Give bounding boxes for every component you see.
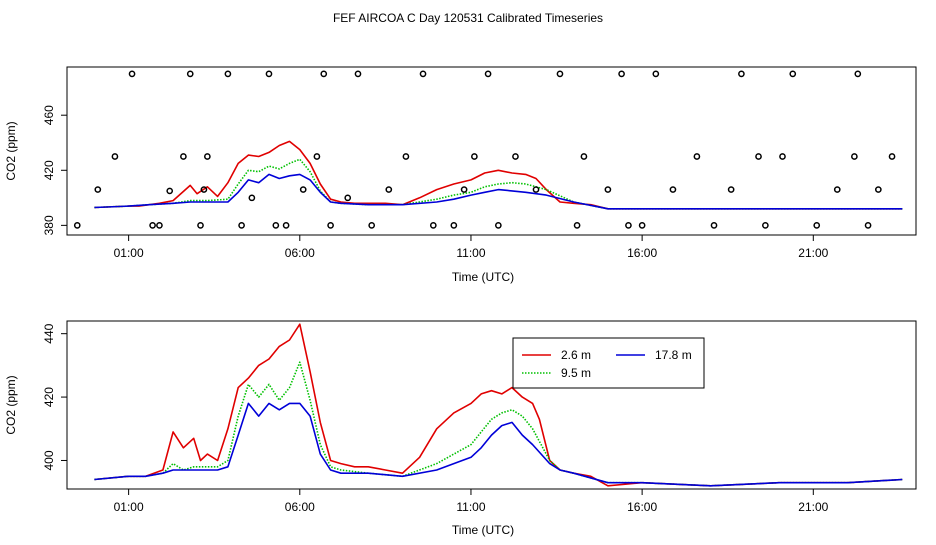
top-data-point <box>638 222 646 229</box>
bottom-series-17-8-m <box>94 402 903 487</box>
top-data-point <box>556 70 564 78</box>
top-data-point <box>874 186 882 193</box>
top-data-point <box>710 222 718 229</box>
top-x-tick-label: 11:00 <box>456 246 485 260</box>
top-data-point <box>532 186 540 193</box>
top-data-point <box>854 70 862 78</box>
top-data-point <box>669 186 677 193</box>
top-data-point <box>368 222 376 229</box>
top-data-point <box>265 70 273 78</box>
top-data-point <box>494 222 502 229</box>
top-data-point <box>313 153 321 160</box>
top-data-point <box>186 70 194 78</box>
top-data-point <box>344 194 352 202</box>
bottom-y-axis-label: CO2 (ppm) <box>4 375 18 434</box>
top-data-point <box>460 186 468 193</box>
top-data-point <box>224 70 232 78</box>
top-data-point <box>149 222 156 229</box>
top-x-tick-label: 06:00 <box>285 246 315 260</box>
bottom-x-tick-label: 01:00 <box>114 500 144 514</box>
legend-label-2-6m: 2.6 m <box>561 348 591 362</box>
bottom-plot-frame <box>66 320 917 490</box>
top-series-2-6-m <box>94 140 903 210</box>
top-panel: Time (UTC) CO2 (ppm) 01:00 06:00 11:00 16:0… <box>4 66 917 284</box>
top-data-point <box>419 70 427 78</box>
top-data-point <box>354 70 362 78</box>
top-data-point <box>180 153 187 160</box>
legend: 2.6 m 9.5 m 17.8 m <box>512 337 705 389</box>
top-y-tick-label: 380 <box>42 215 56 235</box>
top-x-tick-label: 21:00 <box>798 246 828 260</box>
top-x-tick-label: 01:00 <box>114 246 144 260</box>
top-data-point <box>851 153 858 160</box>
chart-title: FEF AIRCOA C Day 120531 Calibrated Times… <box>333 11 603 25</box>
top-data-point <box>402 153 410 160</box>
top-data-point <box>833 186 841 193</box>
top-data-point <box>327 222 334 229</box>
top-x-axis-label: Time (UTC) <box>452 270 514 284</box>
bottom-series-2-6-m <box>94 323 903 487</box>
top-data-point <box>299 186 307 193</box>
top-series-17-8-m <box>94 173 903 210</box>
bottom-x-axis-label: Time (UTC) <box>452 523 514 537</box>
bottom-x-tick-label: 21:00 <box>798 500 828 514</box>
top-data-point <box>727 186 735 193</box>
top-x-tick-label: 16:00 <box>627 246 657 260</box>
top-data-point <box>156 222 163 229</box>
top-data-point <box>888 153 896 160</box>
top-data-point <box>320 70 328 78</box>
top-data-point <box>471 153 478 160</box>
top-data-point <box>755 153 762 160</box>
top-data-point <box>450 222 458 229</box>
bottom-series-9-5-m <box>94 361 903 487</box>
top-data-point <box>197 222 204 229</box>
top-data-point <box>429 222 437 229</box>
top-y-axis-label: CO2 (ppm) <box>4 121 18 180</box>
top-data-point <box>385 186 393 193</box>
legend-label-9-5m: 9.5 m <box>561 366 591 380</box>
top-data-point <box>238 222 245 229</box>
bottom-y-tick-label: 400 <box>42 450 56 470</box>
top-data-point <box>484 70 492 78</box>
top-data-point <box>580 153 588 160</box>
bottom-x-tick-label: 06:00 <box>285 500 315 514</box>
top-data-point <box>618 70 625 78</box>
top-data-point <box>73 222 81 229</box>
top-data-point <box>166 187 174 195</box>
legend-label-17-8m: 17.8 m <box>655 348 692 362</box>
top-data-point <box>272 222 280 229</box>
top-data-point <box>512 153 519 160</box>
top-data-point <box>762 222 769 229</box>
bottom-x-tick-label: 16:00 <box>627 500 657 514</box>
top-data-point <box>693 153 701 160</box>
top-data-point <box>604 186 612 193</box>
bottom-x-tick-label: 11:00 <box>456 500 485 514</box>
bottom-panel: Time (UTC) CO2 (ppm) 01:00 06:00 11:00 16:0… <box>4 320 917 537</box>
top-y-tick-label: 460 <box>42 105 56 125</box>
top-data-point <box>864 222 872 229</box>
top-data-point <box>779 153 786 160</box>
top-data-point <box>813 222 821 229</box>
top-data-point <box>625 222 632 229</box>
top-data-point <box>282 222 290 229</box>
top-data-point <box>204 153 211 160</box>
top-data-point <box>652 70 660 78</box>
bottom-y-tick-label: 420 <box>42 387 56 407</box>
top-data-point <box>738 70 745 78</box>
top-plot-frame <box>66 66 917 236</box>
top-data-point <box>128 70 136 78</box>
top-y-tick-label: 420 <box>42 160 56 180</box>
top-data-point <box>573 222 581 229</box>
top-data-point <box>111 153 119 160</box>
top-data-point <box>789 70 797 78</box>
legend-box <box>512 337 705 389</box>
bottom-y-tick-label: 440 <box>42 323 56 343</box>
top-data-point <box>248 194 256 202</box>
top-data-point <box>200 186 208 193</box>
top-data-point <box>94 186 102 193</box>
